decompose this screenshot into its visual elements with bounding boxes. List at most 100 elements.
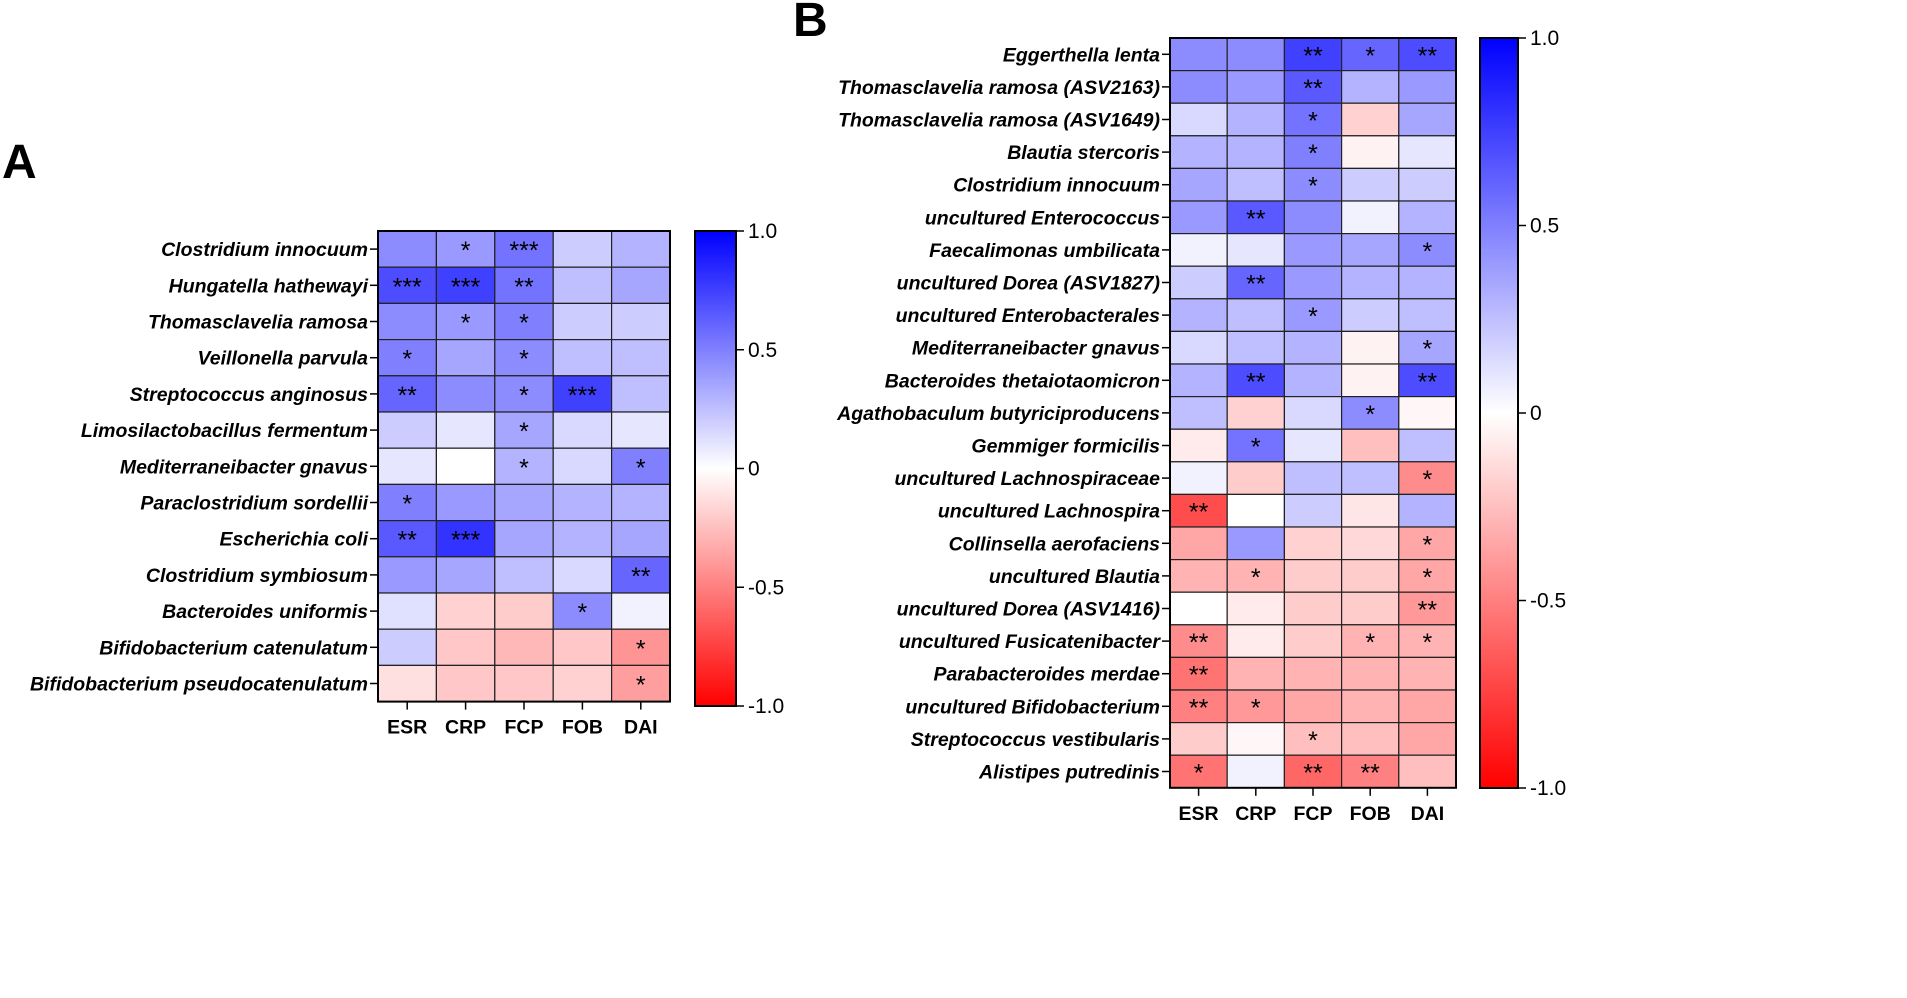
panel-b-cell bbox=[1226, 37, 1285, 72]
panel-a-cell bbox=[610, 483, 671, 522]
panel-b-cell bbox=[1169, 167, 1228, 202]
panel-a-cell bbox=[494, 628, 554, 667]
panel-b-significance-mark: * bbox=[1423, 564, 1433, 592]
panel-b-row-label: Parabacteroides merdae bbox=[933, 664, 1160, 686]
panel-a-cell bbox=[435, 628, 496, 667]
panel-b-significance-mark: * bbox=[1423, 336, 1433, 364]
panel-b-cell bbox=[1283, 558, 1343, 593]
panel-a-significance-mark: ** bbox=[631, 563, 651, 591]
panel-b-significance-mark: * bbox=[1423, 466, 1433, 494]
panel-a-cell bbox=[552, 628, 613, 667]
panel-b-cell bbox=[1340, 363, 1400, 398]
panel-b-cell bbox=[1340, 493, 1400, 528]
panel-a-cell bbox=[552, 302, 613, 341]
panel-a-col-label: DAI bbox=[624, 717, 658, 739]
panel-a-cell bbox=[552, 447, 613, 486]
panel-b-cell bbox=[1226, 591, 1285, 626]
panel-b-cell bbox=[1226, 754, 1285, 789]
panel-b-colorbar-tick-label: 0.5 bbox=[1530, 215, 1559, 238]
panel-b-cell bbox=[1169, 656, 1228, 691]
panel-b-significance-mark: * bbox=[1251, 564, 1261, 592]
panel-a-significance-mark: * bbox=[461, 237, 471, 265]
panel-a-colorbar-tick-label: 1.0 bbox=[748, 220, 777, 243]
panel-b-cell bbox=[1283, 265, 1343, 300]
panel-b-significance-mark: ** bbox=[1246, 368, 1266, 396]
panel-a-cell bbox=[552, 411, 613, 449]
panel-b-significance-mark: * bbox=[1308, 173, 1318, 201]
panel-a-cell bbox=[552, 519, 613, 558]
panel-b-cell bbox=[1340, 754, 1400, 789]
panel-a-row-label: Escherichia coli bbox=[220, 529, 369, 551]
panel-b-significance-mark: ** bbox=[1189, 694, 1209, 722]
panel-a-row-label: Mediterraneibacter gnavus bbox=[120, 456, 368, 478]
panel-b-cell bbox=[1283, 493, 1343, 528]
panel-a-significance-mark: * bbox=[402, 346, 412, 374]
panel-b-cell bbox=[1169, 135, 1228, 170]
panel-b-cell bbox=[1283, 135, 1343, 170]
panel-b-cell bbox=[1283, 591, 1343, 626]
panel-a-cell bbox=[494, 447, 554, 486]
panel-b-heatmap: B** * **************** ********* ***** * *****… bbox=[793, 0, 1566, 825]
panel-b-row-label: Eggerthella lenta bbox=[1003, 44, 1160, 66]
panel-b-cell bbox=[1398, 102, 1457, 137]
panel-b-cell bbox=[1398, 428, 1457, 463]
panel-a-cell bbox=[377, 592, 438, 630]
panel-a-cell bbox=[610, 375, 671, 413]
panel-b-cell bbox=[1398, 135, 1457, 170]
panel-b-significance-mark: * bbox=[1365, 42, 1375, 70]
panel-b-significance-mark: ** bbox=[1246, 271, 1266, 299]
panel-a-cell bbox=[610, 411, 671, 449]
panel-b-col-label: FCP bbox=[1294, 803, 1333, 825]
panel-b-cell bbox=[1226, 656, 1285, 691]
panel-a-significance-mark: * bbox=[636, 635, 646, 663]
panel-b-significance-mark: ** bbox=[1303, 760, 1323, 788]
panel-a-colorbar-tick-label: -1.0 bbox=[748, 695, 784, 718]
panel-b-col-label: CRP bbox=[1235, 803, 1276, 825]
panel-a-colorbar-tick-label: -0.5 bbox=[748, 576, 784, 599]
panel-b-cell bbox=[1283, 526, 1343, 561]
panel-a-row-label: Bifidobacterium catenulatum bbox=[99, 637, 368, 659]
panel-b-row-label: uncultured Bifidobacterium bbox=[905, 696, 1160, 718]
panel-b-cell bbox=[1398, 461, 1457, 495]
panel-b-cell bbox=[1169, 233, 1228, 267]
panel-b-cell bbox=[1340, 721, 1400, 756]
panel-b-cell bbox=[1226, 330, 1285, 365]
panel-a-cell bbox=[435, 556, 496, 594]
panel-a-significance-mark: * bbox=[636, 454, 646, 482]
panel-a-significance-mark: * bbox=[402, 491, 412, 519]
panel-b-row-label: uncultured Blautia bbox=[989, 566, 1160, 588]
panel-a-significance-mark: *** bbox=[393, 273, 422, 301]
panel-a-cell bbox=[552, 230, 613, 268]
panel-b-cell bbox=[1283, 69, 1343, 104]
panel-b-significance-mark: ** bbox=[1303, 42, 1323, 70]
panel-a-cell bbox=[494, 519, 554, 558]
panel-b-cell bbox=[1169, 37, 1228, 72]
panel-b-cell bbox=[1340, 428, 1400, 463]
panel-a-significance-mark: *** bbox=[509, 237, 538, 265]
panel-b-significance-mark: * bbox=[1251, 434, 1261, 462]
panel-b-colorbar bbox=[1479, 37, 1519, 789]
panel-b-cell bbox=[1169, 363, 1228, 398]
panel-b-cell bbox=[1340, 233, 1400, 267]
panel-b-row-label: Agathobaculum butyriciproducens bbox=[836, 403, 1160, 425]
panel-b-significance-mark: ** bbox=[1189, 662, 1209, 690]
panel-b-significance-mark: ** bbox=[1189, 629, 1209, 657]
panel-a-cell bbox=[610, 302, 671, 341]
panel-b-cell bbox=[1283, 396, 1343, 430]
panel-a-cell bbox=[552, 339, 613, 377]
panel-b-col-label: DAI bbox=[1411, 803, 1445, 825]
panel-a-col-label: CRP bbox=[445, 717, 486, 739]
panel-a-cell bbox=[377, 302, 438, 341]
panel-a-col-label: FOB bbox=[562, 717, 603, 739]
panel-b-cell bbox=[1398, 558, 1457, 593]
panel-a-cell bbox=[610, 664, 671, 703]
panel-b-cell bbox=[1283, 689, 1343, 724]
panel-a-cell bbox=[610, 230, 671, 268]
panel-a-row-label: Bifidobacterium pseudocatenulatum bbox=[30, 674, 368, 696]
panel-b-cell bbox=[1226, 167, 1285, 202]
panel-b-row-label: uncultured Dorea (ASV1416) bbox=[897, 599, 1160, 621]
panel-a-significance-mark: *** bbox=[568, 382, 597, 410]
panel-a-cell bbox=[552, 592, 613, 630]
panel-a-significance-mark: * bbox=[578, 599, 588, 627]
